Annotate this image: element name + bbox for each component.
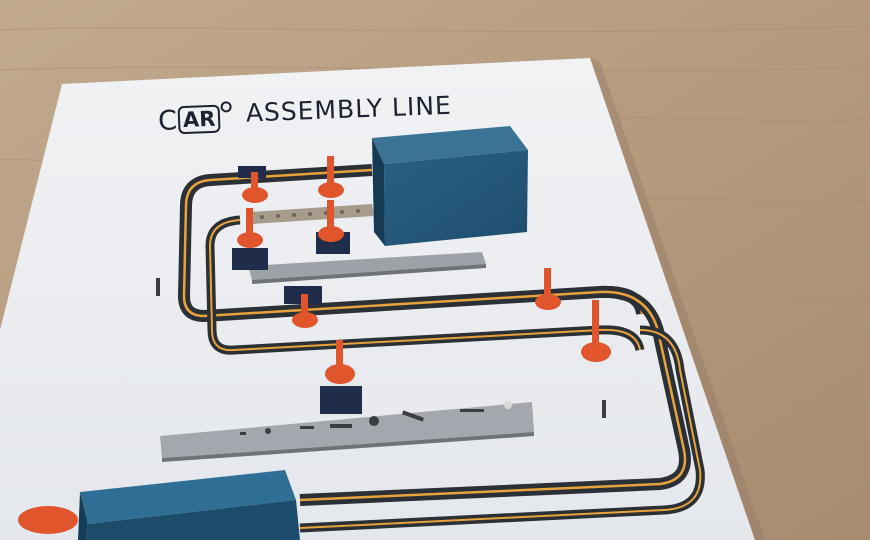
paper-sheet (0, 58, 755, 540)
robot-6 (535, 268, 561, 310)
car-logo: C AR (157, 100, 233, 137)
robot-1 (242, 172, 268, 203)
logo-letter-c: C (157, 104, 178, 137)
robot-7 (581, 300, 611, 362)
paper-shadow (590, 58, 765, 540)
factory-block-front (18, 470, 300, 540)
robot-5 (292, 294, 318, 328)
parts-platform-lower (160, 401, 534, 462)
robot-2 (318, 156, 344, 198)
small-markers (156, 278, 606, 418)
conveyor-lower (299, 285, 705, 533)
page-title: ASSEMBLY LINE (245, 90, 453, 128)
parts-platform-upper (248, 252, 486, 284)
logo-letters-ar: AR (177, 104, 221, 135)
robot-4 (318, 200, 344, 242)
robot-3 (237, 208, 263, 248)
factory-block-back (372, 126, 528, 246)
robot-8 (325, 340, 355, 384)
robot-arms (237, 156, 611, 384)
logo-dot-icon (220, 100, 233, 113)
